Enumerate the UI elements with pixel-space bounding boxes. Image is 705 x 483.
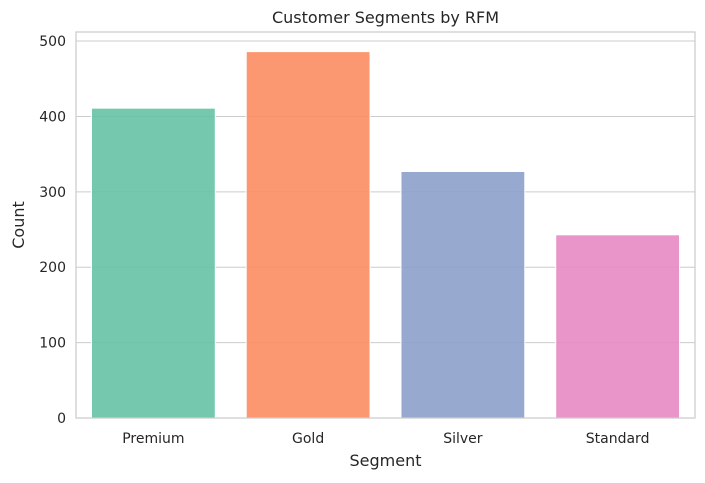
y-tick-label: 500: [39, 34, 66, 50]
y-tick-label: 300: [39, 185, 66, 201]
y-axis-label: Count: [9, 201, 28, 249]
bars: [90, 51, 681, 419]
y-tick-label: 400: [39, 109, 66, 125]
y-tick-labels: 0 100 200 300 400 500: [39, 34, 66, 427]
x-tick-labels: Premium Gold Silver Standard: [122, 431, 649, 447]
x-tick-label: Gold: [292, 431, 324, 447]
y-tick-label: 100: [39, 336, 66, 352]
bar-premium: [90, 107, 216, 419]
x-tick-label: Premium: [122, 431, 184, 447]
y-tick-label: 0: [57, 411, 66, 427]
x-tick-label: Standard: [586, 431, 650, 447]
x-tick-label: Silver: [443, 431, 483, 447]
bar-gold: [245, 51, 371, 419]
chart-title: Customer Segments by RFM: [272, 8, 499, 27]
plot-frame: [75, 31, 696, 419]
x-axis-label: Segment: [350, 451, 422, 470]
bar-standard: [555, 234, 681, 419]
bar-silver: [400, 170, 526, 419]
y-tick-label: 200: [39, 260, 66, 276]
